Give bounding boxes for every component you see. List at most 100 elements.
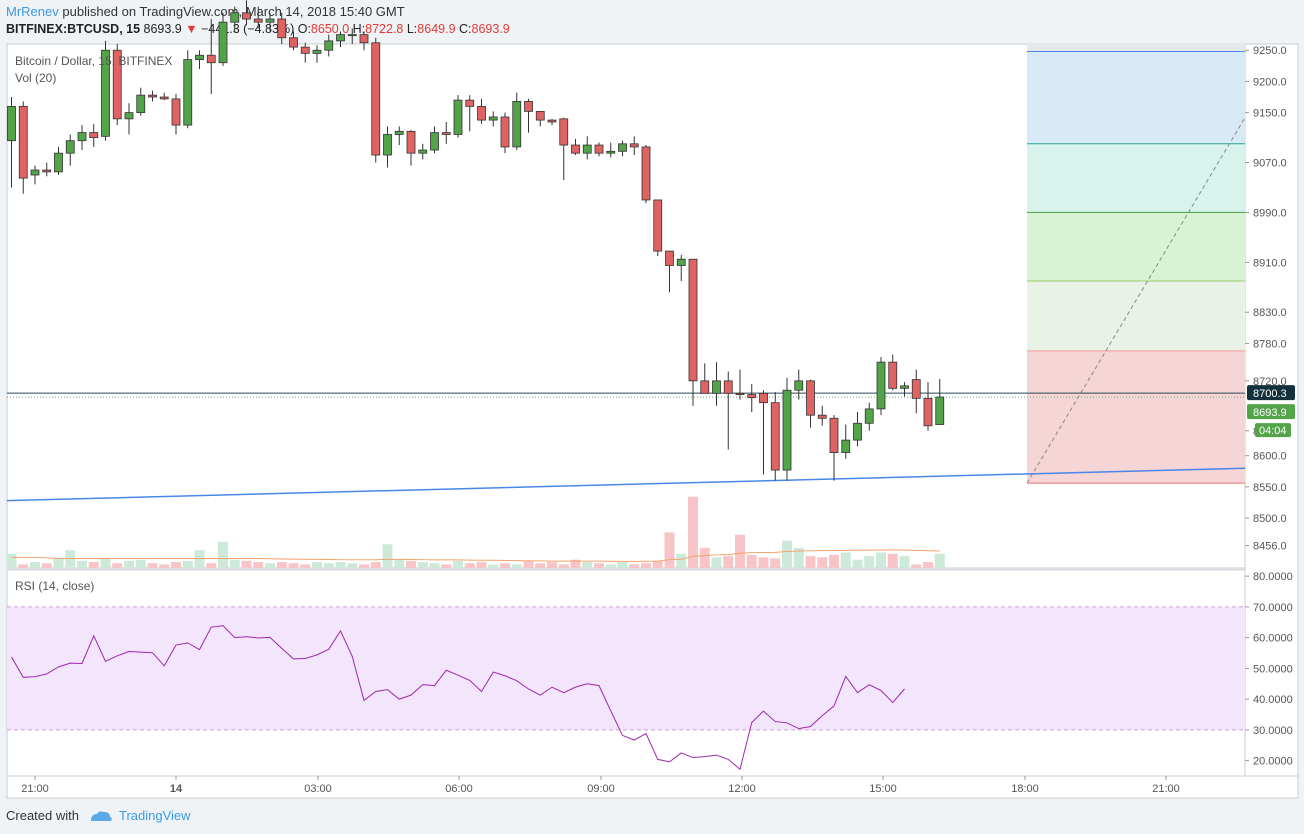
price-tick-label: 8780.0 bbox=[1253, 338, 1287, 350]
close-value: 8693.9 bbox=[471, 22, 510, 36]
candle-body bbox=[300, 46, 310, 54]
candle-body bbox=[430, 132, 439, 151]
low-label: L: bbox=[406, 22, 418, 36]
candle-body bbox=[336, 34, 345, 42]
candle-body bbox=[723, 380, 733, 394]
high-value: 8722.8 bbox=[365, 22, 404, 36]
candle-body bbox=[347, 34, 357, 37]
volume-bar bbox=[41, 563, 52, 568]
fib-zone-4 bbox=[1027, 281, 1245, 351]
candle-body bbox=[265, 18, 275, 23]
time-tick-label: 06:00 bbox=[445, 783, 473, 795]
time-tick-label: 21:00 bbox=[21, 783, 49, 795]
volume-bar bbox=[394, 559, 405, 568]
rsi-legend: RSI (14, close) bbox=[15, 579, 94, 593]
candle-body bbox=[641, 146, 651, 201]
price-tick-label: 8830.0 bbox=[1253, 307, 1287, 319]
volume-bar bbox=[805, 556, 816, 568]
volume-bar bbox=[417, 562, 428, 568]
candle-body bbox=[911, 379, 921, 399]
candle-body bbox=[688, 258, 698, 382]
fib-zone-0 bbox=[1027, 42, 1245, 52]
rsi-tick-label: 50.0000 bbox=[1253, 663, 1293, 675]
candle-body bbox=[465, 99, 475, 107]
volume-bar bbox=[782, 540, 792, 568]
candle-body bbox=[77, 132, 87, 142]
volume-bar bbox=[793, 547, 804, 568]
candle-body bbox=[112, 49, 122, 120]
candle-body bbox=[148, 94, 157, 98]
rsi-tick-label: 60.0000 bbox=[1253, 633, 1293, 645]
volume-bar bbox=[594, 563, 604, 568]
volume-bar bbox=[382, 544, 393, 568]
volume-bar bbox=[253, 562, 264, 568]
volume-bar bbox=[288, 563, 299, 568]
volume-bar bbox=[829, 554, 839, 568]
countdown-badge-text: 04:04 bbox=[1259, 425, 1287, 437]
volume-bar bbox=[582, 562, 593, 568]
tradingview-link[interactable]: TradingView bbox=[118, 808, 191, 823]
fib-zone-5 bbox=[1027, 350, 1245, 484]
author-link[interactable]: MrRenev bbox=[6, 4, 59, 19]
candle-body bbox=[829, 417, 839, 453]
candle-body bbox=[242, 12, 251, 20]
volume-bar bbox=[923, 562, 933, 568]
candle-body bbox=[418, 149, 428, 154]
volume-bar bbox=[18, 564, 29, 568]
volume-ma-line bbox=[11, 549, 940, 562]
volume-bar bbox=[535, 563, 546, 568]
candle-body bbox=[30, 169, 40, 176]
candle-body bbox=[712, 380, 721, 394]
volume-bar bbox=[488, 564, 499, 568]
volume-bar bbox=[206, 563, 217, 568]
price-tick-label: 8600.0 bbox=[1253, 451, 1287, 463]
created-with-text: Created with bbox=[6, 808, 79, 823]
volume-bar bbox=[218, 541, 228, 568]
volume-bar bbox=[758, 557, 769, 568]
time-tick-label: 15:00 bbox=[869, 783, 897, 795]
candle-body bbox=[853, 422, 862, 441]
fib-zone-3 bbox=[1027, 212, 1245, 282]
candle-body bbox=[477, 105, 486, 121]
volume-bar bbox=[711, 557, 722, 568]
candle-body bbox=[794, 380, 804, 391]
volume-bar bbox=[453, 560, 463, 568]
candle-body bbox=[876, 361, 886, 410]
candle-body bbox=[230, 12, 240, 23]
volume-bar bbox=[124, 560, 134, 568]
candle-body bbox=[159, 96, 169, 100]
symbol-header: BITFINEX:BTCUSD, 15 8693.9 ▼ −441.3 (−4.… bbox=[6, 22, 510, 36]
volume-bar bbox=[53, 558, 64, 568]
candle-body bbox=[101, 49, 110, 137]
volume-bar bbox=[735, 534, 745, 568]
last-price-badge bbox=[1247, 404, 1295, 420]
volume-bar bbox=[171, 562, 181, 568]
volume-bar bbox=[934, 553, 945, 568]
rsi-tick-label: 80.0000 bbox=[1253, 571, 1293, 583]
rsi-tick-label: 40.0000 bbox=[1253, 694, 1293, 706]
candle-body bbox=[900, 385, 909, 389]
countdown-badge bbox=[1255, 423, 1291, 438]
candle-body bbox=[747, 394, 757, 399]
candle-body bbox=[289, 37, 298, 48]
volume-bar bbox=[88, 562, 99, 568]
rsi-tick-label: 20.0000 bbox=[1253, 756, 1293, 768]
time-tick-label: 12:00 bbox=[728, 783, 756, 795]
candle-body bbox=[183, 59, 193, 126]
volume-bar bbox=[370, 562, 381, 568]
candle-body bbox=[547, 119, 557, 123]
candle-body bbox=[195, 54, 204, 60]
price-tick-label: 9250.0 bbox=[1253, 45, 1287, 57]
candle-body bbox=[888, 361, 898, 389]
volume-bar bbox=[523, 560, 534, 568]
tradingview-logo-icon bbox=[90, 810, 112, 821]
volume-bar bbox=[300, 564, 311, 568]
candle-body bbox=[277, 18, 287, 39]
volume-bar bbox=[229, 559, 240, 568]
candle-body bbox=[136, 94, 146, 114]
volume-bar bbox=[770, 558, 781, 568]
candle-body bbox=[582, 144, 592, 154]
candle-body bbox=[7, 105, 16, 142]
volume-bar bbox=[147, 563, 158, 568]
